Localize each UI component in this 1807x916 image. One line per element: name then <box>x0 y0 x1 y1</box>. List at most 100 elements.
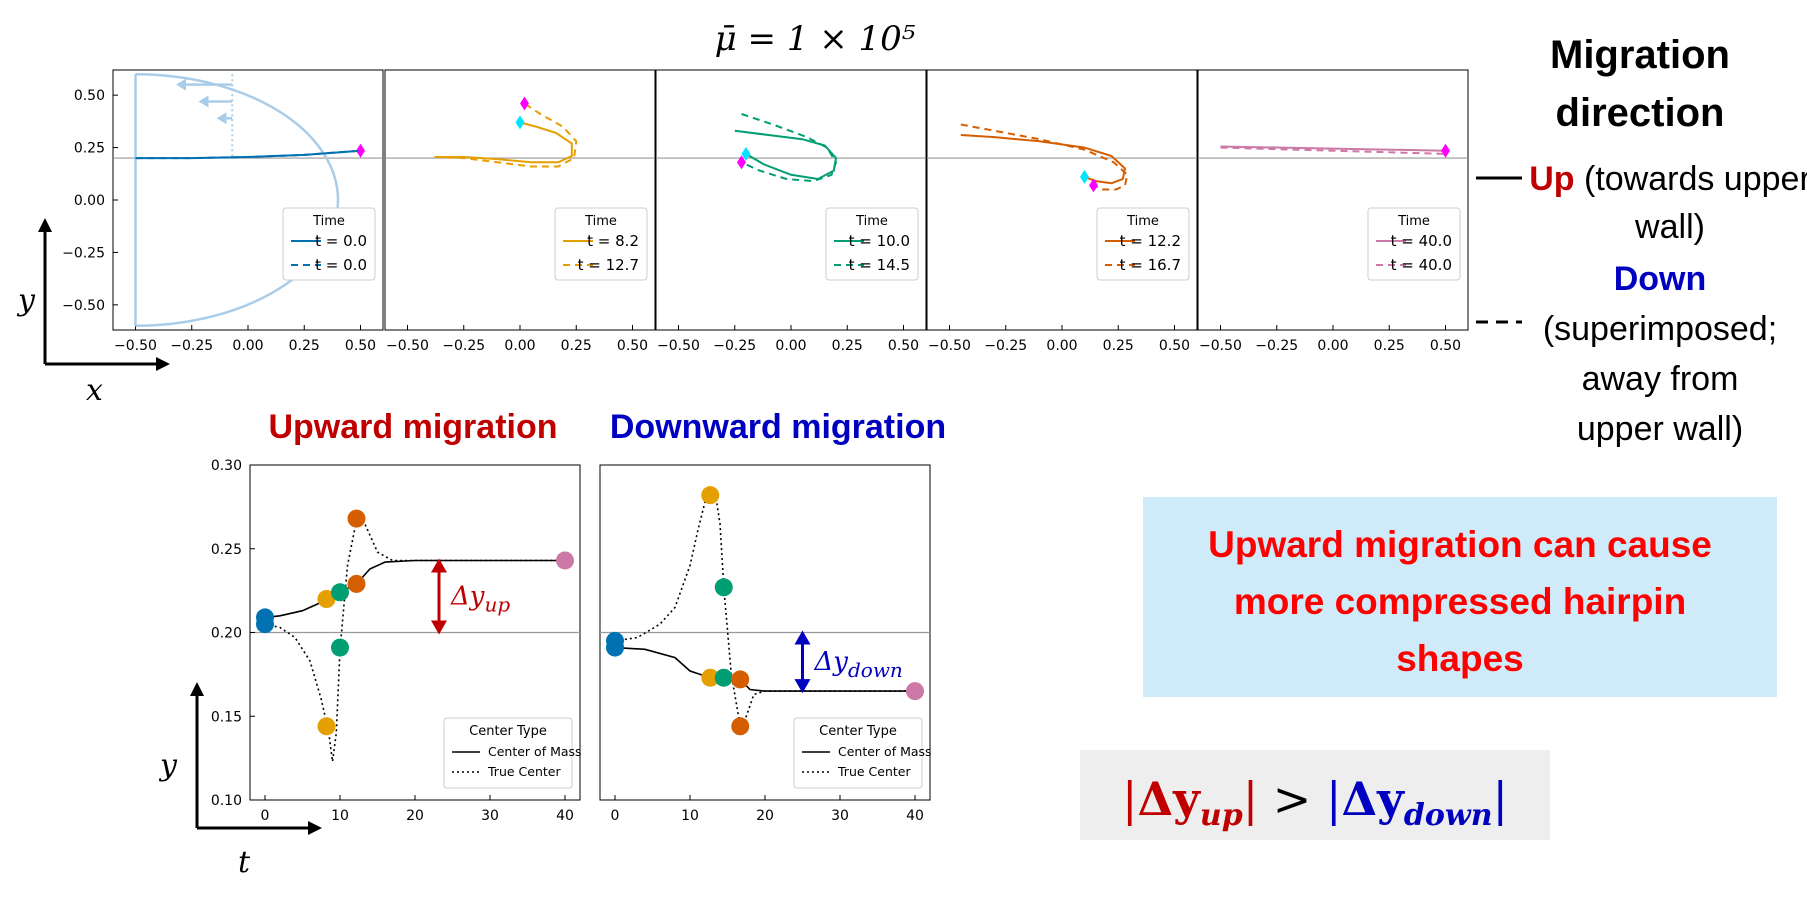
y-tick-label: 0.25 <box>74 141 105 157</box>
legend-title: Time <box>855 214 888 229</box>
x-tick-label: 0.00 <box>1317 338 1348 354</box>
time-marker <box>331 638 349 657</box>
x-tick-label: 0 <box>611 808 620 824</box>
x-tick-label: −0.25 <box>442 338 485 354</box>
x-tick-label: −0.50 <box>114 338 157 354</box>
series-line-solid <box>434 121 573 164</box>
delta-arrow-head <box>431 620 447 635</box>
legend-label: t = 16.7 <box>1120 256 1181 274</box>
panel-shape-t12: −0.50 −0.25 0.00 0.25 0.50 Time t = 12.2 t = 16… <box>926 69 1198 354</box>
x-tick-label: −0.50 <box>1199 338 1242 354</box>
legend-frame <box>1367 207 1461 281</box>
down-word: Down <box>1614 260 1707 298</box>
legend-frame <box>1096 207 1190 281</box>
time-marker <box>331 583 349 602</box>
y-tick-label: −0.50 <box>62 298 105 314</box>
callout-line-3: shapes <box>1396 638 1524 679</box>
inequality: |Δyup| > |Δydown| <box>1122 772 1508 833</box>
y-tick-label: 0.15 <box>211 709 242 725</box>
delta-label: Δydown <box>814 647 903 682</box>
delta-arrow-head <box>431 558 447 573</box>
legend: Time t = 12.2 t = 16.7 <box>1096 207 1190 281</box>
end-marker <box>356 143 365 158</box>
x-tick-label: 30 <box>831 808 849 824</box>
series-line-center-of-mass <box>264 559 565 619</box>
delta-label: Δyup <box>450 581 510 616</box>
migration-direction-legend: Migration direction Up (towards upper wal… <box>1476 33 1807 448</box>
legend-label: t = 0.0 <box>315 256 367 274</box>
x-tick-label: −0.25 <box>170 338 213 354</box>
legend-label: t = 12.2 <box>1120 232 1181 250</box>
legend-frame <box>793 717 923 789</box>
legend-label: t = 10.0 <box>849 232 910 250</box>
end-marker <box>1441 143 1450 158</box>
panel-shape-t10: −0.50 −0.25 0.00 0.25 0.50 Time t = 10.0 t = 14… <box>655 69 927 354</box>
series-line-solid <box>960 134 1127 185</box>
plot-frame <box>926 69 1198 331</box>
y-tick-label: 0.25 <box>211 542 242 558</box>
x-tick-label: 20 <box>406 808 424 824</box>
migration-heading: Migration direction <box>1550 33 1730 135</box>
x-tick-label: 10 <box>331 808 349 824</box>
series-line-dashed <box>135 149 361 160</box>
end-marker <box>741 146 751 161</box>
down-description-3: upper wall) <box>1577 410 1743 448</box>
y-tick-label: 0.30 <box>211 458 242 474</box>
x-tick-label: 0.00 <box>232 338 263 354</box>
time-marker <box>556 551 574 570</box>
time-marker <box>714 578 733 597</box>
x-tick-label: 0.25 <box>1103 338 1134 354</box>
time-marker <box>606 638 624 657</box>
legend-label: True Center <box>837 764 911 779</box>
y-axis-letter: y <box>16 283 36 318</box>
plot-frame <box>112 69 384 331</box>
x-tick-label: −0.50 <box>928 338 971 354</box>
series-line-solid <box>1220 145 1446 152</box>
x-tick-label: 0.00 <box>504 338 535 354</box>
x-tick-label: 30 <box>481 808 499 824</box>
time-marker <box>256 615 274 634</box>
time-marker <box>731 670 750 689</box>
legend-title: Time <box>1397 214 1430 229</box>
up-description-2: wall) <box>1634 208 1705 246</box>
delta-arrow-head <box>794 679 811 694</box>
time-marker <box>701 668 720 687</box>
panel-shape-t40: −0.50 −0.25 0.00 0.25 0.50 Time t = 40.0 t = 40… <box>1197 69 1469 354</box>
series-line-dashed <box>960 123 1129 191</box>
end-marker <box>737 155 746 170</box>
legend-label: Center of Mass <box>838 744 932 759</box>
figure-title: μ̄ = 1 × 10⁵ <box>715 19 916 59</box>
x-tick-label: 0.50 <box>617 338 648 354</box>
series-line-dashed <box>741 113 838 183</box>
x-tick-label: −0.25 <box>713 338 756 354</box>
y-tick-label: −0.25 <box>62 245 105 261</box>
panel-downward-migration: 0 10 20 30 40 Δydown Center Type Center of Mass… <box>599 464 932 824</box>
x-tick-label: 0.25 <box>561 338 592 354</box>
legend-label: t = 0.0 <box>315 232 367 250</box>
flow-arrow-head <box>198 95 209 108</box>
legend-title: Time <box>1126 214 1159 229</box>
time-marker <box>714 668 733 687</box>
y-tick-label: 0.20 <box>211 626 242 642</box>
time-marker <box>701 486 720 505</box>
legend: Center Type Center of Mass True Center <box>443 717 582 789</box>
legend-title: Time <box>312 214 345 229</box>
x-tick-label: −0.25 <box>1255 338 1298 354</box>
panel-upward-migration: 0 10 20 30 40 0.30 0.25 0.20 0.15 0.10 Δyup Center … <box>211 458 582 824</box>
y-tick-label: 0.10 <box>211 793 242 809</box>
up-description: Up (towards upper <box>1529 160 1807 198</box>
legend-title: Time <box>584 214 617 229</box>
x-tick-label: 10 <box>681 808 699 824</box>
callout-line-2: more compressed hairpin <box>1234 581 1686 622</box>
x-axis-letter: x <box>86 373 103 408</box>
legend-title: Center Type <box>469 724 547 739</box>
downward-title: Downward migration <box>610 408 946 446</box>
time-marker <box>906 682 924 701</box>
x-tick-label: 0.50 <box>1159 338 1190 354</box>
flow-arrow-head <box>216 112 227 125</box>
x-tick-label: 0.25 <box>832 338 863 354</box>
xy-axis-indicator: y x <box>16 218 170 408</box>
time-marker <box>317 590 336 608</box>
x-tick-label: 40 <box>906 808 924 824</box>
